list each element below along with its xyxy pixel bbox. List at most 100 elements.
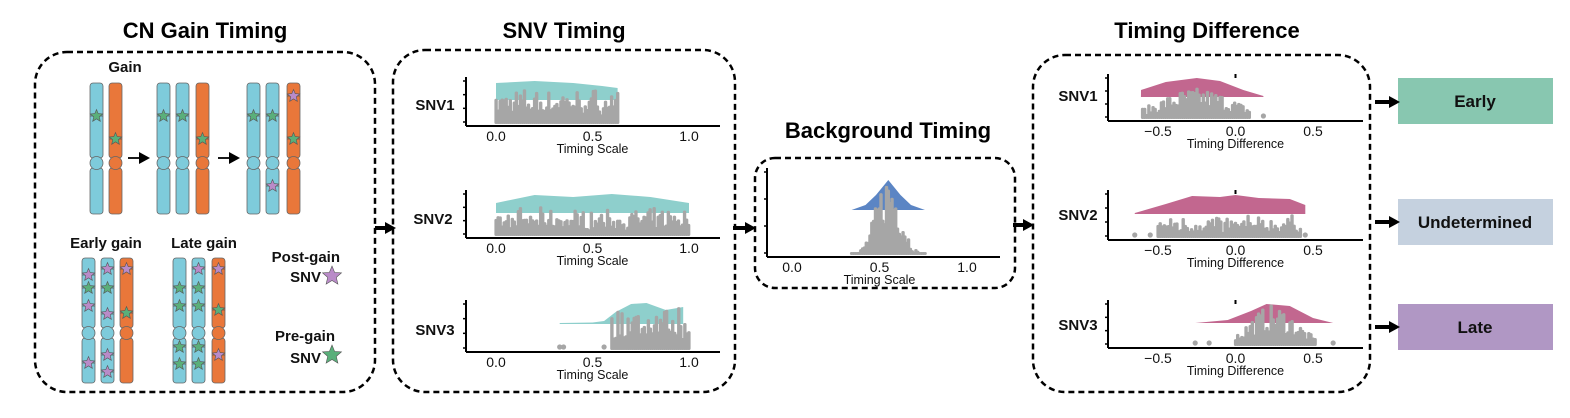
outlier-dot (557, 344, 563, 350)
distribution-plot: 0.0 0.5 1.0 Timing Scale (463, 300, 720, 382)
centromere (175, 156, 190, 170)
late-label: Late (1458, 318, 1493, 337)
pre-gain-snv-star-icon (195, 131, 210, 145)
density-curve (1134, 195, 1306, 214)
post-gain-snv-star-icon (81, 267, 96, 281)
result-early: Early (1398, 78, 1553, 124)
post-gain-snv-star-icon (81, 355, 96, 369)
timing-dot-column (615, 91, 620, 124)
centromere (246, 156, 261, 170)
distribution-plot: 0.0 0.5 1.0 Timing Scale (463, 77, 720, 156)
pre-gain-snv-star-icon (265, 108, 280, 122)
pre-gain-snv-star-icon (119, 305, 134, 319)
arrow-head-icon (745, 222, 756, 234)
pre-gain-snv-star-icon (191, 356, 206, 370)
centromere (265, 156, 280, 170)
timing-dot-column (1313, 337, 1317, 346)
background-timing-title: Background Timing (785, 118, 991, 143)
timing-dot-column (1298, 227, 1303, 238)
arrow-head-icon (1389, 321, 1400, 333)
post-gain-snv-star-icon (211, 261, 226, 275)
x-tick-label: −0.5 (1144, 123, 1172, 139)
density-curve (1140, 78, 1264, 97)
outlier-dot (1302, 232, 1308, 238)
arrow-head-icon (229, 152, 240, 164)
snv3-label: SNV3 (415, 322, 454, 339)
pre-gain-snv-star-icon (246, 108, 261, 122)
post-gain-snv-star-icon (211, 347, 226, 361)
centromere (108, 156, 123, 170)
chromosome (175, 82, 190, 215)
distribution-plot: 0.0 0.5 1.0 Timing Scale (463, 190, 720, 268)
gain-label: Gain (108, 59, 141, 76)
outlier-dot (1260, 113, 1266, 119)
density-curve (496, 194, 689, 213)
timing-dot-column (1247, 110, 1252, 119)
post-gain-snv-star-icon (265, 178, 280, 192)
x-tick-label: 0.0 (782, 259, 802, 275)
arrow-head-icon (385, 222, 396, 234)
outlier-dot (1132, 232, 1138, 238)
distribution-plot: −0.5 0.0 0.5 Timing Difference (1105, 190, 1363, 270)
chromosome-arm (246, 167, 261, 215)
x-tick-label: 0.5 (870, 259, 890, 275)
undetermined-box (1398, 199, 1553, 245)
chromosome-arm (100, 337, 115, 384)
pre-gain-snv-star-icon (191, 280, 206, 294)
late-box (1398, 304, 1553, 350)
post-gain-snv-label: SNV (290, 269, 321, 286)
chromosome-arm (195, 82, 210, 159)
pre-gain-snv-star-icon (211, 302, 226, 316)
x-tick-label: 0.0 (486, 128, 506, 144)
pre-gain-snv-star-icon (81, 280, 96, 294)
arrow-head-icon (139, 152, 150, 164)
chromosome-arm (265, 167, 280, 215)
post-gain-snv-star-icon (100, 347, 115, 361)
pre-gain-snv-star-icon (172, 356, 187, 370)
x-axis-title: Timing Scale (557, 368, 629, 382)
result-undetermined: Undetermined (1398, 199, 1553, 245)
chromosome (246, 82, 261, 215)
outlier-dot (601, 344, 607, 350)
pre-gain-snv-star-icon (172, 298, 187, 312)
chromosome-arm (175, 82, 190, 159)
x-tick-label: 0.0 (486, 354, 506, 370)
distribution-plot: 0.0 0.5 1.0 Timing Scale (764, 168, 1000, 287)
result-late: Late (1398, 304, 1553, 350)
x-tick-label: 0.5 (583, 240, 603, 256)
early-label: Early (1454, 92, 1496, 111)
distribution-plot: −0.5 0.0 0.5 Timing Difference (1105, 300, 1363, 378)
chromosome (195, 82, 210, 215)
snv-timing-title: SNV Timing (502, 18, 625, 43)
chromosome (211, 257, 226, 384)
outlier-dot (560, 344, 567, 350)
centromere (81, 326, 96, 340)
x-axis-title: Timing Scale (557, 142, 629, 156)
early-gain-label: Early gain (70, 235, 142, 252)
chromosome-arm (119, 337, 134, 384)
chromosome-arm (172, 257, 187, 329)
chromosome-arm (156, 82, 171, 159)
flow-arrows (128, 96, 1400, 333)
chromosome-arm (156, 167, 171, 215)
chromosome (265, 82, 280, 215)
post-gain-label: Post-gain (272, 249, 340, 266)
x-tick-label: 0.0 (1226, 123, 1246, 139)
chromosome (100, 257, 115, 384)
chromosome-arm (265, 82, 280, 159)
x-tick-label: 0.5 (1303, 350, 1323, 366)
x-tick-label: 0.0 (1226, 242, 1246, 258)
arrow-head-icon (1389, 96, 1400, 108)
timing-difference-panel (1031, 53, 1372, 394)
early-box (1398, 78, 1553, 124)
pre-gain-snv-star-icon (286, 131, 301, 145)
post-gain-snv-star-icon (286, 88, 301, 102)
x-axis-title: Timing Scale (557, 254, 629, 268)
x-axis-title: Timing Difference (1187, 137, 1284, 151)
arrow-head-icon (1023, 219, 1034, 231)
pre-gain-snv-star-icon (89, 108, 104, 122)
pre-gain-snv-label: SNV (290, 350, 321, 367)
x-tick-label: 1.0 (679, 240, 699, 256)
outlier-dot (1147, 232, 1153, 238)
